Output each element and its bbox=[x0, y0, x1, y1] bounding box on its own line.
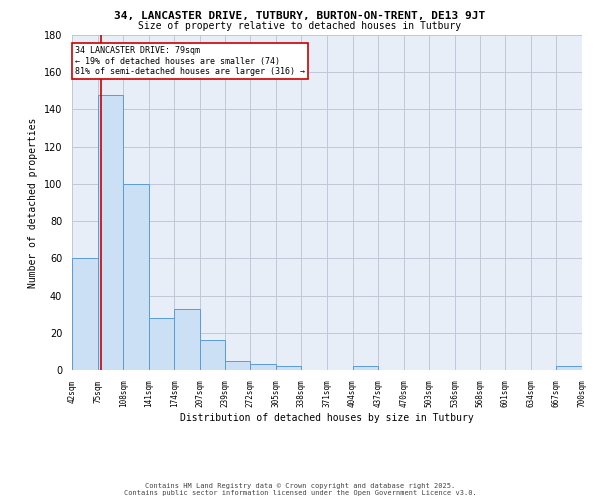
Text: 34, LANCASTER DRIVE, TUTBURY, BURTON-ON-TRENT, DE13 9JT: 34, LANCASTER DRIVE, TUTBURY, BURTON-ON-… bbox=[115, 11, 485, 21]
Bar bbox=[200, 340, 224, 370]
Bar bbox=[123, 184, 149, 370]
Text: Contains HM Land Registry data © Crown copyright and database right 2025.: Contains HM Land Registry data © Crown c… bbox=[145, 483, 455, 489]
Y-axis label: Number of detached properties: Number of detached properties bbox=[28, 118, 38, 288]
Text: Contains public sector information licensed under the Open Government Licence v3: Contains public sector information licen… bbox=[124, 490, 476, 496]
Bar bbox=[556, 366, 582, 370]
Bar bbox=[224, 360, 250, 370]
Bar bbox=[72, 258, 98, 370]
X-axis label: Distribution of detached houses by size in Tutbury: Distribution of detached houses by size … bbox=[180, 413, 474, 423]
Bar bbox=[276, 366, 301, 370]
Bar bbox=[175, 308, 200, 370]
Bar bbox=[353, 366, 378, 370]
Text: 34 LANCASTER DRIVE: 79sqm
← 19% of detached houses are smaller (74)
81% of semi-: 34 LANCASTER DRIVE: 79sqm ← 19% of detac… bbox=[75, 46, 305, 76]
Bar bbox=[149, 318, 175, 370]
Bar bbox=[250, 364, 276, 370]
Text: Size of property relative to detached houses in Tutbury: Size of property relative to detached ho… bbox=[139, 21, 461, 31]
Bar bbox=[98, 94, 123, 370]
